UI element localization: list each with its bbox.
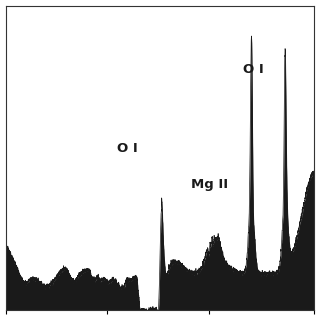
Text: O I: O I: [117, 142, 138, 155]
Text: O I: O I: [244, 63, 264, 76]
Text: Mg II: Mg II: [191, 178, 228, 191]
